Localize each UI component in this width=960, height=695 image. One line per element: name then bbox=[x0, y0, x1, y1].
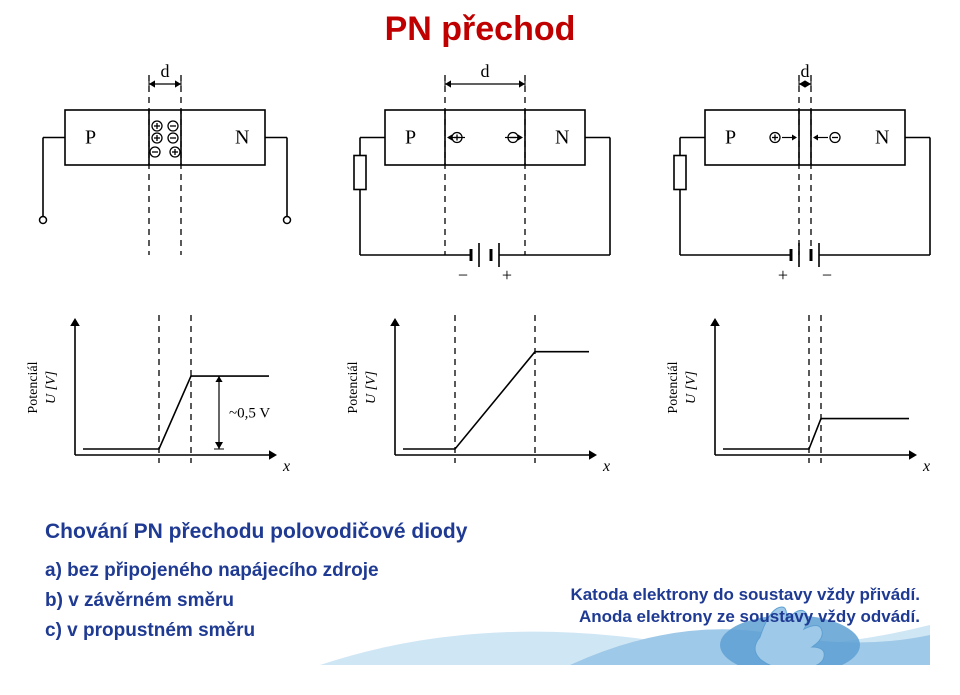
svg-text:N: N bbox=[555, 127, 569, 149]
panel-b: d P N − + PotenciálU [V] x bbox=[330, 60, 630, 490]
svg-text:+: + bbox=[778, 265, 788, 285]
svg-text:d: d bbox=[161, 61, 170, 81]
caption-item-b: b) v závěrném směru bbox=[45, 590, 234, 612]
panels-row: dPNPotenciálU [V]x~0,5 V dPN−+PotenciálU… bbox=[0, 60, 960, 490]
svg-text:N: N bbox=[235, 127, 249, 149]
svg-text:Potenciál: Potenciál bbox=[346, 361, 361, 413]
panel-c: d P N + − PotenciálU [V] x bbox=[650, 60, 950, 490]
svg-text:Potenciál: Potenciál bbox=[666, 361, 681, 413]
note-katoda: Katoda elektrony do soustavy vždy přivád… bbox=[570, 585, 920, 605]
caption-heading: Chování PN přechodu polovodičové diody bbox=[45, 520, 467, 544]
svg-text:−: − bbox=[822, 265, 832, 285]
svg-text:+: + bbox=[502, 265, 512, 285]
svg-text:d: d bbox=[801, 61, 810, 81]
svg-text:U [V]: U [V] bbox=[684, 371, 699, 404]
svg-text:U [V]: U [V] bbox=[364, 371, 379, 404]
svg-text:P: P bbox=[405, 127, 416, 149]
svg-text:U [V]: U [V] bbox=[44, 371, 59, 404]
svg-text:x: x bbox=[602, 458, 610, 475]
svg-text:N: N bbox=[875, 127, 889, 149]
svg-text:Potenciál: Potenciál bbox=[26, 361, 41, 413]
svg-text:P: P bbox=[725, 127, 736, 149]
footer: Katoda elektrony do soustavy vždy přivád… bbox=[320, 545, 930, 665]
svg-text:P: P bbox=[85, 127, 96, 149]
svg-text:x: x bbox=[282, 458, 290, 475]
caption-item-c: c) v propustném směru bbox=[45, 620, 255, 642]
page-title: PN přechod bbox=[0, 10, 960, 49]
svg-text:−: − bbox=[458, 265, 468, 285]
panel-a: d P N PotenciálU [V] x ~0,5 V bbox=[10, 60, 310, 490]
svg-text:x: x bbox=[922, 458, 930, 475]
svg-text:~0,5 V: ~0,5 V bbox=[229, 406, 270, 422]
svg-text:d: d bbox=[481, 61, 490, 81]
note-anoda: Anoda elektrony ze soustavy vždy odvádí. bbox=[579, 607, 920, 627]
